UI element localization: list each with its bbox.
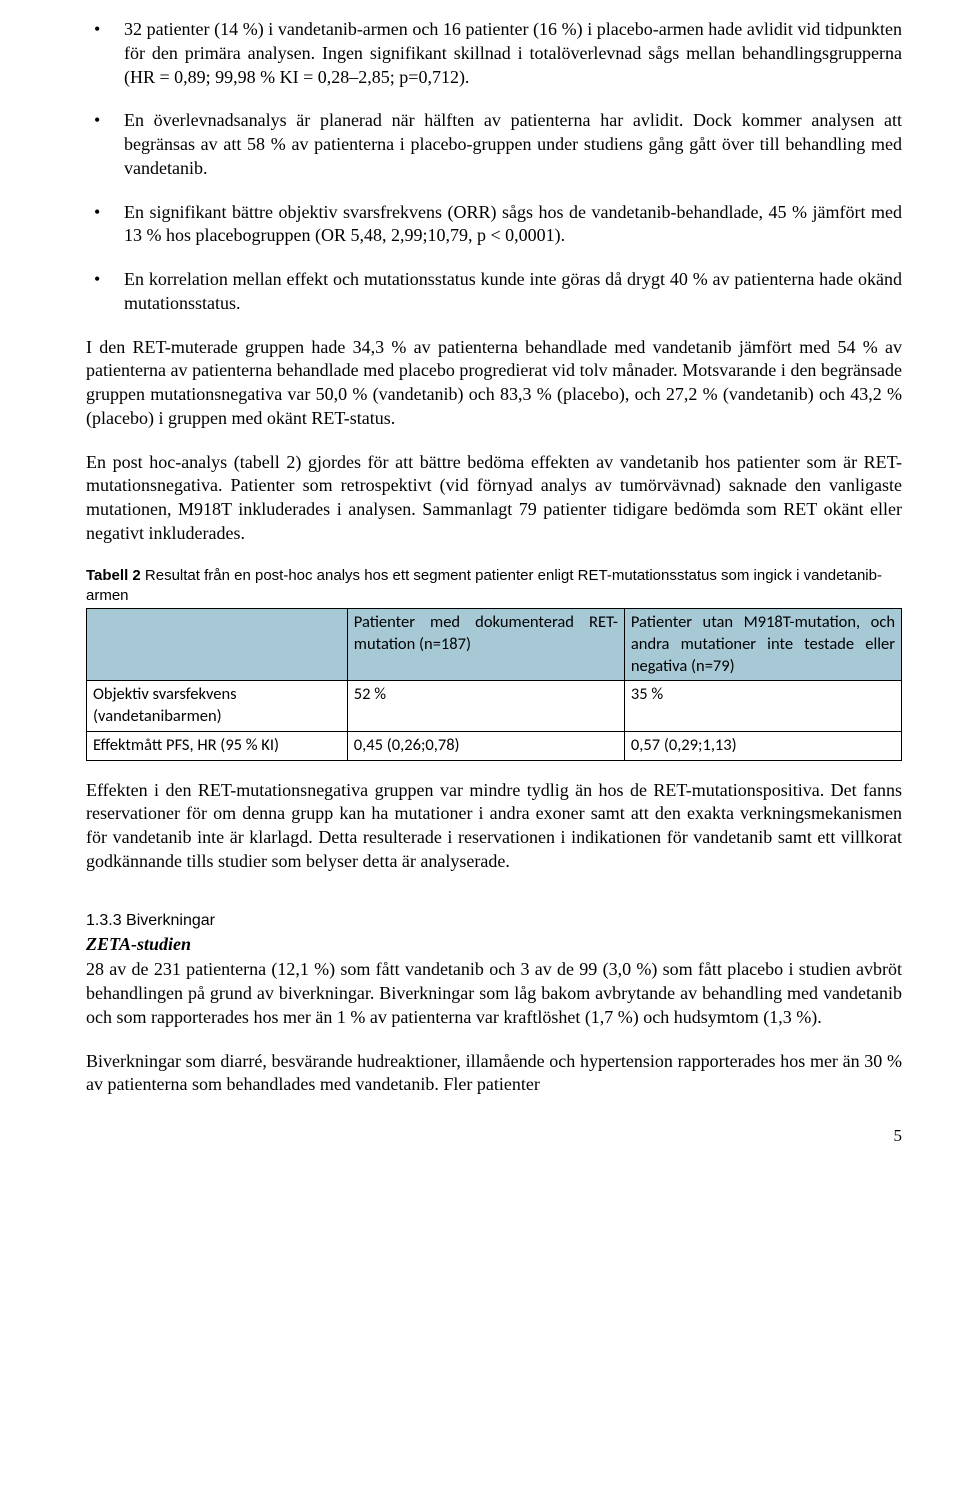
- table-caption-text: Resultat från en post-hoc analys hos ett…: [86, 567, 882, 604]
- table-caption-label: Tabell 2: [86, 567, 141, 584]
- paragraph: Biverkningar som diarré, besvärande hudr…: [86, 1050, 902, 1098]
- table-cell: Effektmått PFS, HR (95 % KI): [87, 731, 348, 760]
- table-cell: 0,45 (0,26;0,78): [347, 731, 624, 760]
- table-row: Effektmått PFS, HR (95 % KI) 0,45 (0,26;…: [87, 731, 902, 760]
- section-heading: 1.3.3 Biverkningar: [86, 910, 902, 931]
- bullet-list: 32 patienter (14 %) i vandetanib-armen o…: [86, 18, 902, 316]
- table-cell: Objektiv svarsfekvens (vandetanibarmen): [87, 681, 348, 732]
- table-cell: 52 %: [347, 681, 624, 732]
- table-caption: Tabell 2 Resultat från en post-hoc analy…: [86, 566, 902, 607]
- bullet-item: En överlevnadsanalys är planerad när häl…: [86, 109, 902, 180]
- paragraph: En post hoc-analys (tabell 2) gjordes fö…: [86, 451, 902, 546]
- table-header-cell: Patienter utan M918T-mutation, och andra…: [624, 609, 901, 681]
- page-number: 5: [86, 1125, 902, 1147]
- table-cell: 0,57 (0,29;1,13): [624, 731, 901, 760]
- bullet-item: En korrelation mellan effekt och mutatio…: [86, 268, 902, 316]
- table-header-row: Patienter med dokumenterad RET-mutation …: [87, 609, 902, 681]
- table-cell: 35 %: [624, 681, 901, 732]
- table-header-cell: Patienter med dokumenterad RET-mutation …: [347, 609, 624, 681]
- study-title: ZETA-studien: [86, 933, 902, 957]
- table-row: Objektiv svarsfekvens (vandetanibarmen) …: [87, 681, 902, 732]
- table-header-cell: [87, 609, 348, 681]
- paragraph: 28 av de 231 patienterna (12,1 %) som få…: [86, 958, 902, 1029]
- paragraph: Effekten i den RET-mutationsnegativa gru…: [86, 779, 902, 874]
- results-table: Patienter med dokumenterad RET-mutation …: [86, 608, 902, 761]
- bullet-item: 32 patienter (14 %) i vandetanib-armen o…: [86, 18, 902, 89]
- bullet-item: En signifikant bättre objektiv svarsfrek…: [86, 201, 902, 249]
- paragraph: I den RET-muterade gruppen hade 34,3 % a…: [86, 336, 902, 431]
